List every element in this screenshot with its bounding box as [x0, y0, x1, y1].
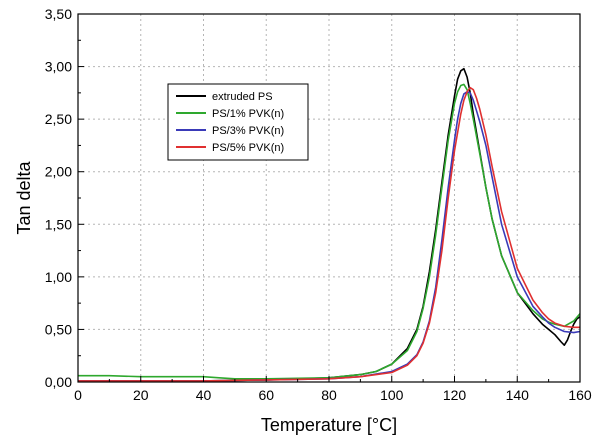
y-tick-label: 3,00 [45, 59, 72, 75]
x-tick-label: 60 [258, 387, 274, 403]
x-tick-label: 140 [506, 387, 530, 403]
legend-label-1: extruded PS [212, 91, 273, 103]
legend-label-3: PS/3% PVK(n) [212, 125, 284, 137]
legend-label-2: PS/1% PVK(n) [212, 108, 284, 120]
series-lines [78, 67, 581, 382]
y-tick-label: 1,00 [45, 269, 72, 285]
y-tick-label: 2,00 [45, 164, 72, 180]
axis-ticks [77, 13, 581, 383]
series-line-4 [78, 86, 580, 382]
x-tick-label: 100 [380, 387, 404, 403]
y-tick-label: 3,50 [45, 6, 72, 22]
legend-label-4: PS/5% PVK(n) [212, 142, 284, 154]
x-tick-label: 120 [443, 387, 467, 403]
y-tick-label: 0,50 [45, 321, 72, 337]
x-tick-label: 160 [568, 387, 592, 403]
grid-lines [78, 14, 580, 382]
x-tick-label: 80 [321, 387, 337, 403]
x-tick-label: 20 [133, 387, 149, 403]
series-line-2 [78, 83, 581, 380]
legend: extruded PS PS/1% PVK(n) PS/3% PVK(n) PS/5%… [167, 83, 309, 161]
y-tick-label: 2,50 [45, 111, 72, 127]
x-tick-label: 40 [196, 387, 212, 403]
y-tick-label: 0,00 [45, 374, 72, 390]
x-axis-title: Temperature [°C] [261, 415, 397, 435]
tick-labels: 0 20 40 60 80 100 120 140 160 0,00 0,50 1,00 1,50 2,0… [45, 6, 592, 403]
y-axis-title: Tan delta [14, 160, 34, 234]
x-tick-label: 0 [74, 387, 82, 403]
y-tick-label: 1,50 [45, 216, 72, 232]
